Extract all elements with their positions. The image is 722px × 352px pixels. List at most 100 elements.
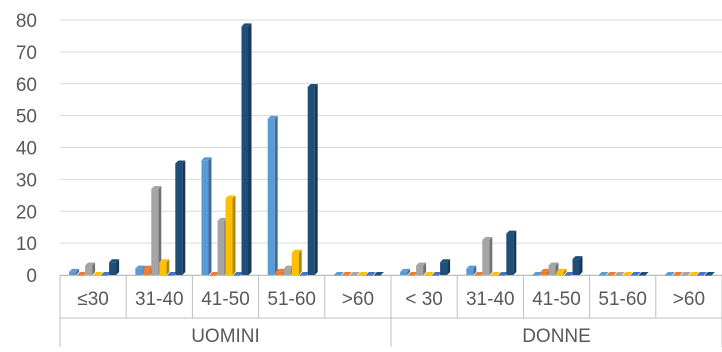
y-tick-label: 70 [16, 43, 37, 64]
bar-top [556, 268, 567, 272]
bar [77, 272, 88, 276]
bar [564, 272, 575, 276]
bar-side [563, 268, 567, 275]
bar [532, 272, 543, 276]
y-tick-label: 0 [26, 266, 37, 287]
bar [556, 268, 567, 275]
bar [291, 249, 302, 275]
bar-front [357, 275, 365, 276]
bar-top [540, 268, 551, 272]
bar [432, 272, 443, 276]
bar-front [349, 275, 357, 276]
bar-side [579, 256, 583, 275]
bar-top [291, 249, 302, 253]
bar [233, 272, 244, 276]
bar-top [490, 272, 501, 275]
bar-side [513, 230, 517, 275]
bar-side [248, 23, 252, 275]
bar-front [490, 275, 498, 276]
bar-front [85, 265, 93, 275]
bar-top [283, 265, 294, 269]
bar [696, 272, 707, 276]
bar-front [175, 163, 183, 275]
labels: ≤30 31-40 41-50 51-60 >60 < 30 31-40 41-50 51-60… [77, 289, 705, 347]
bar-top [333, 272, 344, 275]
bar [680, 272, 691, 276]
bar-front [664, 275, 672, 276]
bar-top [77, 272, 88, 275]
bar-top [101, 272, 112, 275]
bar-top [680, 272, 691, 275]
bar-side [274, 115, 278, 275]
x-tick-label: ≤30 [77, 289, 109, 310]
bar [159, 259, 170, 275]
bar-top [349, 272, 360, 275]
bar-front [482, 239, 490, 275]
bar-side [473, 265, 477, 275]
x-tick-label: 51-60 [267, 289, 316, 310]
bar-front [373, 275, 381, 276]
bar-front [267, 118, 275, 275]
x-tick-label: >60 [673, 289, 705, 310]
bar-front [572, 259, 580, 275]
bar-top [704, 272, 715, 275]
x-tick-label: >60 [342, 289, 374, 310]
bar-top [341, 272, 352, 275]
bar-side [314, 83, 318, 275]
bar-top [373, 272, 384, 275]
bar [672, 272, 683, 276]
bar-front [704, 275, 712, 276]
bar-top [572, 256, 583, 260]
bar-front [432, 275, 440, 276]
bar-front [209, 275, 217, 276]
bar-top [307, 83, 318, 87]
bar-front [696, 275, 704, 276]
bar-top [93, 272, 104, 275]
bar [365, 272, 376, 276]
bar-front [630, 275, 638, 276]
bar-top [217, 217, 228, 221]
bar-side [447, 259, 451, 275]
x-tick-label: 31-40 [466, 289, 515, 310]
bar-top [532, 272, 543, 275]
bar-front [151, 188, 159, 275]
bar [341, 272, 352, 276]
bar-side [232, 195, 236, 275]
bar-side [298, 249, 302, 275]
bar-front [440, 262, 448, 275]
bar [614, 272, 625, 276]
bar-side [76, 268, 80, 275]
bar [630, 272, 641, 276]
bar-front [135, 268, 143, 275]
bar-top [598, 272, 609, 275]
bar-front [159, 262, 167, 275]
bar-top [159, 259, 170, 263]
bar [69, 268, 80, 275]
x-tick-label: 31-40 [135, 289, 184, 310]
bar [440, 259, 451, 275]
bar [151, 185, 162, 275]
bar-top [688, 272, 699, 275]
bar [373, 272, 384, 276]
bar-front [365, 275, 373, 276]
bar-front [109, 262, 117, 275]
bar-front [217, 220, 225, 275]
y-tick-label: 20 [16, 202, 37, 223]
bar [408, 272, 419, 276]
bar-top [267, 115, 278, 119]
bar-front [275, 271, 283, 275]
bar [704, 272, 715, 276]
y-tick-label: 80 [16, 11, 37, 32]
x-tick-label: 41-50 [201, 289, 250, 310]
bar-top [241, 23, 252, 27]
bar-front [408, 275, 416, 276]
bar-top [630, 272, 641, 275]
bar-front [564, 275, 572, 276]
bar-top [109, 259, 120, 263]
x-tick-label: < 30 [405, 289, 443, 310]
bar-top [432, 272, 443, 275]
bar-front [532, 275, 540, 276]
bar-top [135, 265, 146, 269]
bar-front [283, 268, 291, 275]
